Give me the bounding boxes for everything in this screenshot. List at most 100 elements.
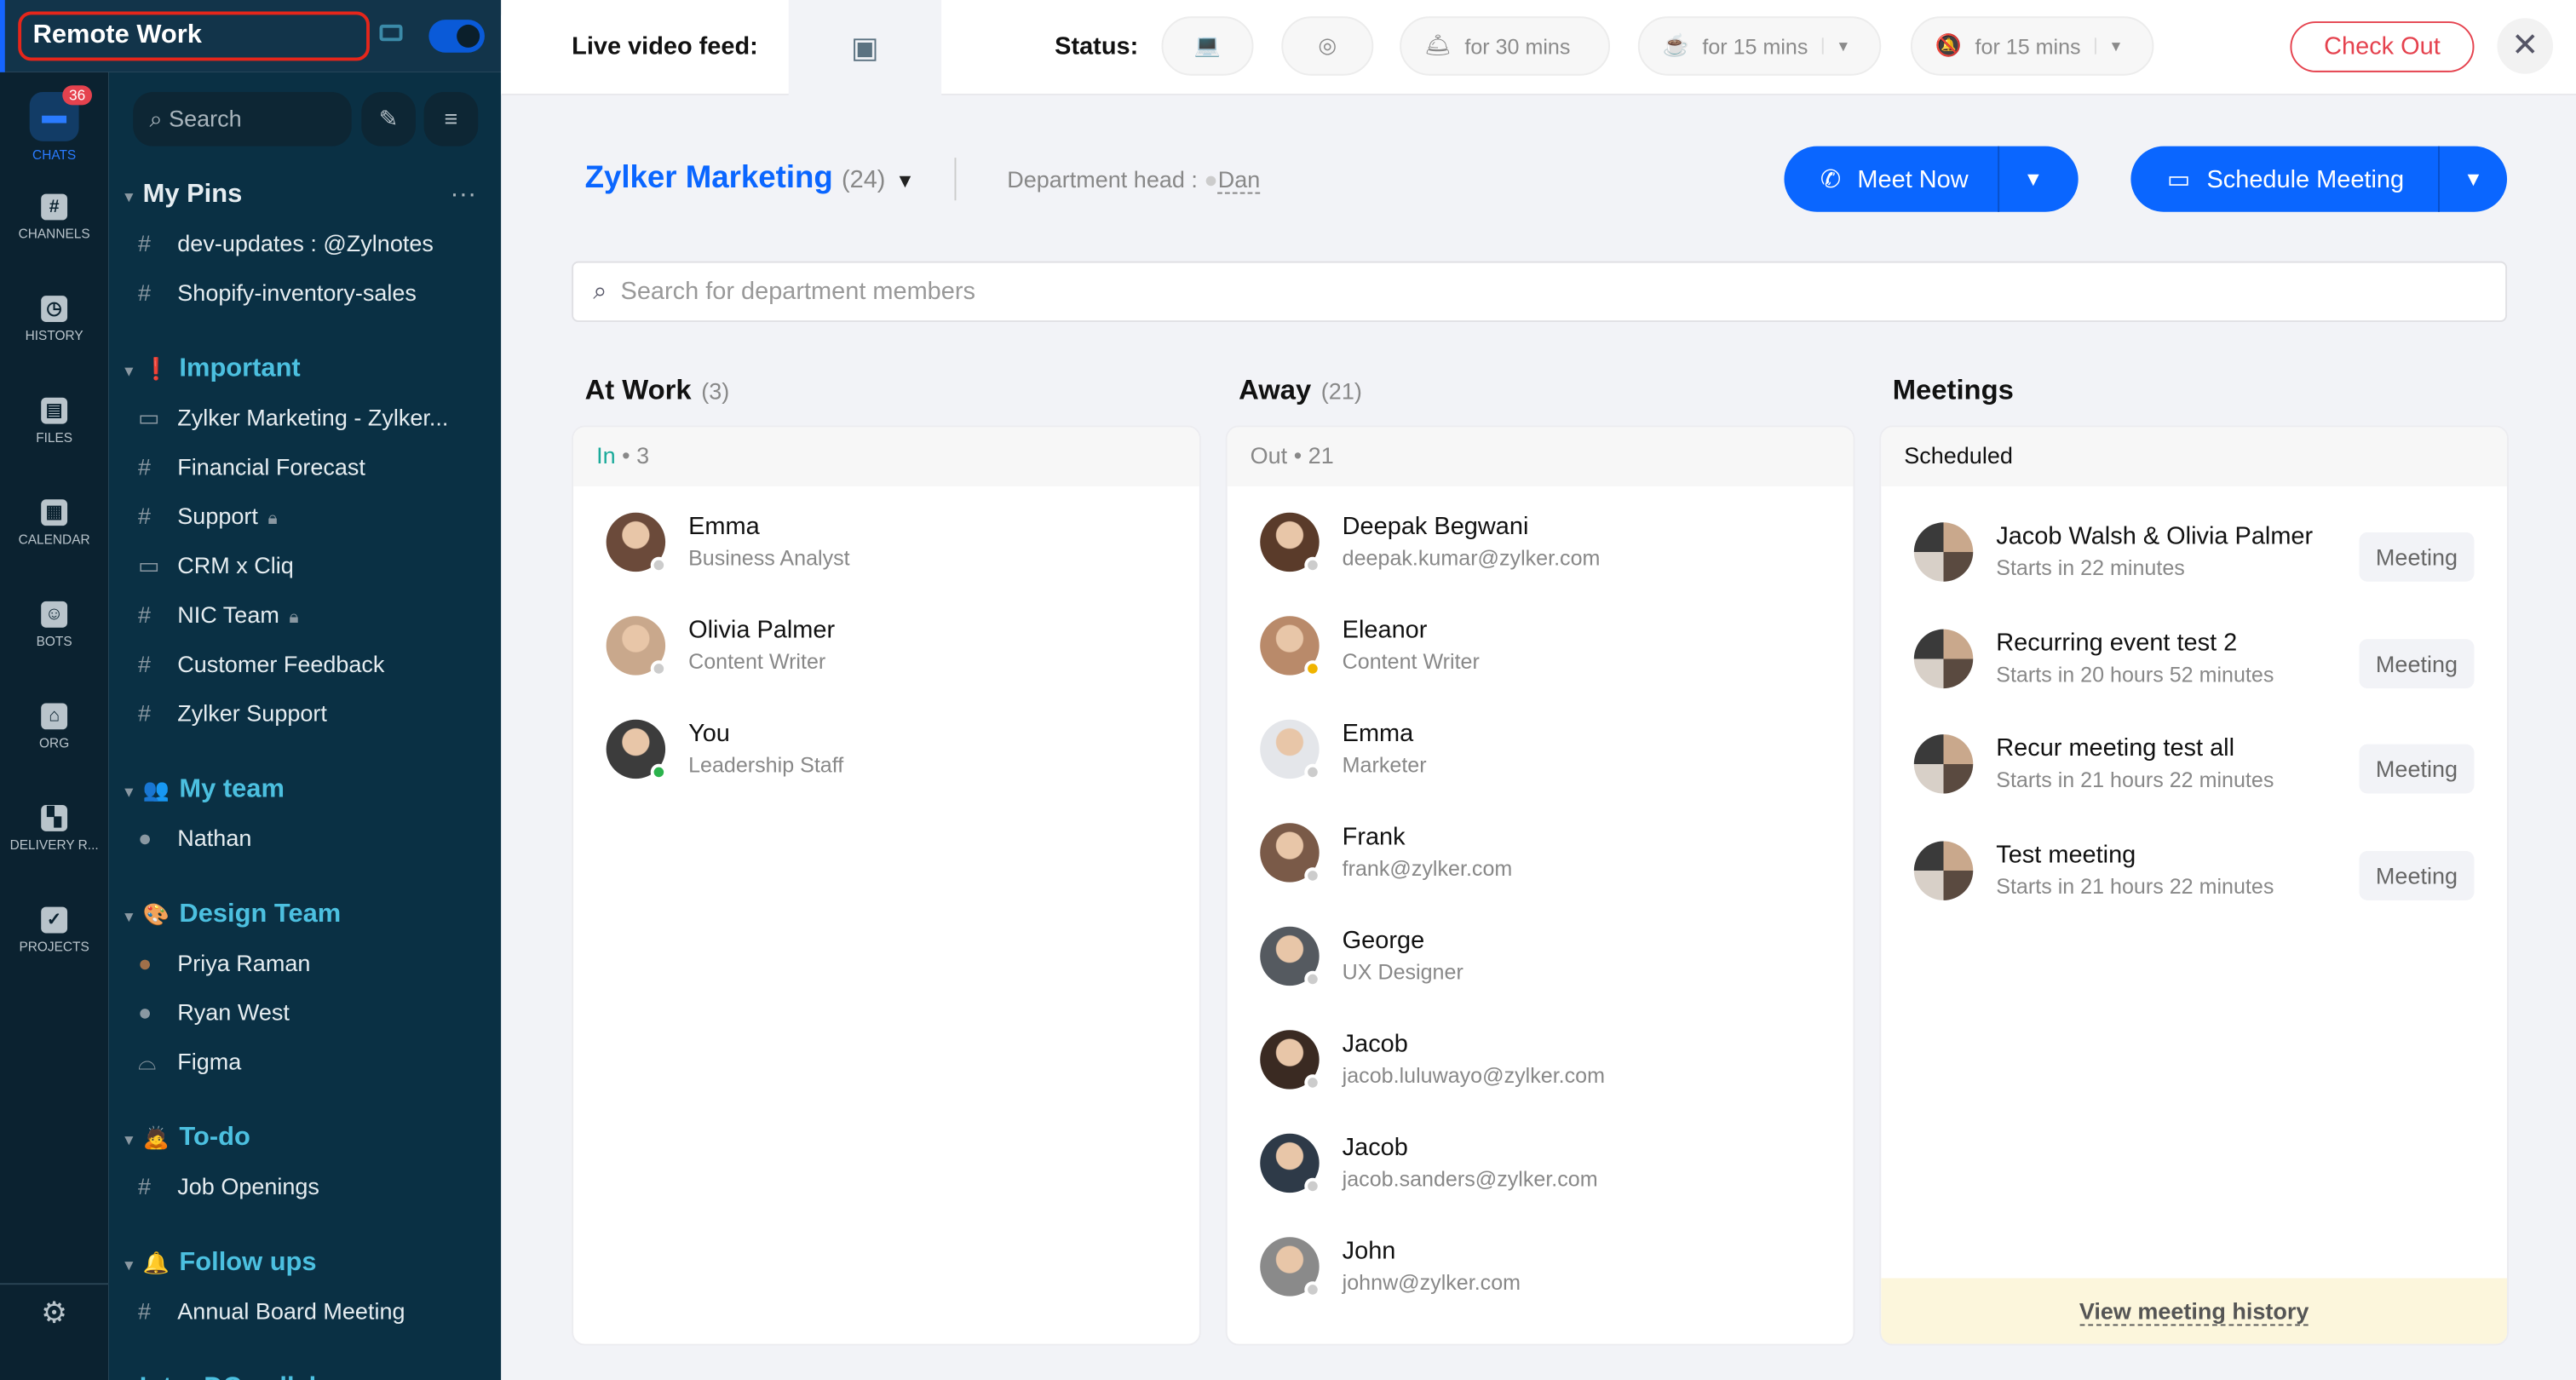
- unread-badge: 36: [62, 85, 93, 106]
- video-camera-icon[interactable]: ▣: [788, 0, 942, 95]
- sidebar-item[interactable]: ● Ryan West: [138, 998, 290, 1026]
- close-icon[interactable]: ✕: [2497, 18, 2554, 74]
- hash-icon: #: [138, 279, 152, 306]
- rail-item-channels[interactable]: # CHANNELS: [0, 193, 108, 242]
- avatar: [1260, 1030, 1321, 1091]
- meeting-row[interactable]: Recurring event test 2 Starts in 20 hours…: [1913, 628, 2274, 688]
- avatar: [1260, 616, 1321, 677]
- status-dot: ●: [138, 998, 152, 1026]
- meet-now-dropdown[interactable]: ▼: [1998, 146, 2067, 212]
- section-emoji-icon: 🔔: [142, 1250, 170, 1275]
- laptop-icon[interactable]: [379, 24, 403, 42]
- member-row[interactable]: John johnw@zylker.com: [1260, 1237, 1521, 1298]
- member-row[interactable]: You Leadership Staff: [606, 719, 843, 781]
- section-header[interactable]: ▼ 👥 My team: [121, 775, 285, 804]
- status-coffee[interactable]: ☕ for 15 mins ▼: [1637, 16, 1882, 76]
- gear-icon[interactable]: ⚙: [41, 1296, 68, 1330]
- rail-item-chats[interactable]: ▬ CHATS 36: [0, 85, 108, 163]
- caret-down-icon: ▼: [121, 783, 136, 801]
- status-bell[interactable]: 🛎 for 30 mins: [1400, 16, 1611, 76]
- section-header[interactable]: ▼ ❗ Important: [121, 354, 301, 383]
- section-header[interactable]: ▼ 🙇 To-do: [121, 1124, 250, 1152]
- sidebar-search[interactable]: ⌕ Search: [133, 92, 352, 147]
- file-icon: ▤: [41, 397, 68, 424]
- member-detail: frank@zylker.com: [1342, 855, 1513, 881]
- presence-dot: [1304, 867, 1321, 884]
- rail-item-delivery-r-[interactable]: ▚ DELIVERY R...: [0, 805, 108, 853]
- section-emoji-icon: ❗: [142, 356, 170, 382]
- department-head-link[interactable]: Dan: [1217, 165, 1261, 194]
- check-out-button[interactable]: Check Out: [2290, 21, 2475, 72]
- status-target[interactable]: ◎: [1281, 16, 1374, 76]
- member-row[interactable]: Emma Marketer: [1260, 719, 1427, 781]
- member-row[interactable]: Olivia Palmer Content Writer: [606, 616, 835, 677]
- member-row[interactable]: Eleanor Content Writer: [1260, 616, 1480, 677]
- presence-dot: [650, 556, 668, 574]
- member-row[interactable]: Jacob jacob.sanders@zylker.com: [1260, 1133, 1598, 1195]
- sidebar-item[interactable]: ▭ Zylker Marketing - Zylker...: [138, 404, 449, 431]
- section-header[interactable]: ▼ My Pins: [121, 181, 243, 209]
- avatar: [1260, 1133, 1321, 1195]
- meeting-row[interactable]: Recur meeting test all Starts in 21 hours…: [1913, 734, 2274, 794]
- caret-down-icon[interactable]: ▼: [2094, 37, 2124, 55]
- sidebar-item[interactable]: # Customer Feedback: [138, 650, 385, 677]
- new-chat-icon[interactable]: ✎: [361, 92, 416, 147]
- remote-work-toggle[interactable]: [428, 20, 485, 53]
- meeting-tag: Meeting: [2359, 532, 2475, 582]
- status-mute[interactable]: 🔕 for 15 mins ▼: [1910, 16, 2154, 76]
- rail-item-files[interactable]: ▤ FILES: [0, 397, 108, 446]
- meeting-row[interactable]: Jacob Walsh & Olivia Palmer Starts in 22 …: [1913, 522, 2313, 582]
- member-detail: deepak.kumar@zylker.com: [1342, 545, 1601, 571]
- section-header[interactable]: ▼ 🎨 Design Team: [121, 900, 342, 929]
- more-icon[interactable]: ···: [450, 181, 477, 209]
- meeting-title: Recurring event test 2: [1996, 628, 2238, 657]
- away-card[interactable]: Out • 21 Deepak Begwani deepak.kumar@zylk…: [1225, 425, 1855, 1346]
- member-row[interactable]: Emma Business Analyst: [606, 512, 850, 574]
- sidebar-item[interactable]: # NIC Team 🔒︎: [138, 601, 299, 628]
- member-name: Emma: [1342, 719, 1414, 748]
- sidebar-item[interactable]: # dev-updates : @Zylnotes: [138, 230, 434, 256]
- chat-icon: ▭: [138, 404, 160, 431]
- sidebar-item[interactable]: # Shopify-inventory-sales: [138, 279, 417, 306]
- member-row[interactable]: Jacob jacob.luluwayo@zylker.com: [1260, 1030, 1605, 1091]
- avatar: [606, 512, 668, 574]
- sidebar-item[interactable]: ● Nathan: [138, 825, 252, 852]
- meeting-row[interactable]: Test meeting Starts in 21 hours 22 minute…: [1913, 840, 2274, 900]
- meetings-heading: Meetings: [1892, 374, 2014, 406]
- sidebar-item[interactable]: # Support 🔒︎: [138, 503, 278, 530]
- meet-now-button[interactable]: ✆ Meet Now ▼: [1784, 146, 2079, 212]
- member-row[interactable]: Deepak Begwani deepak.kumar@zylker.com: [1260, 512, 1601, 574]
- workspace-name[interactable]: Remote Work: [18, 11, 370, 61]
- presence-dot: [1304, 763, 1321, 781]
- sidebar-item[interactable]: ● Priya Raman: [138, 949, 311, 976]
- workspace-header: Remote Work: [0, 0, 502, 72]
- member-search-input[interactable]: ⌕ Search for department members: [572, 261, 2508, 323]
- filter-icon[interactable]: ≡: [423, 92, 479, 147]
- avatar: [1260, 1237, 1321, 1298]
- sidebar-item[interactable]: # Financial Forecast: [138, 453, 365, 480]
- member-name: Emma: [688, 512, 760, 541]
- sidebar-item[interactable]: # Zylker Support: [138, 699, 327, 727]
- sidebar-item[interactable]: ▭ CRM x Cliq: [138, 552, 294, 578]
- department-selector[interactable]: Zylker Marketing (24) ▼: [584, 161, 915, 196]
- member-detail: johnw@zylker.com: [1342, 1269, 1521, 1295]
- rail-item-projects[interactable]: ✓ PROJECTS: [0, 906, 108, 955]
- at-work-heading: At Work (3): [584, 374, 730, 406]
- rail-item-calendar[interactable]: ▦ CALENDAR: [0, 499, 108, 547]
- sidebar-item[interactable]: ⌓ Figma: [138, 1048, 242, 1075]
- section-header[interactable]: ▶Inter DC collab: [122, 1373, 325, 1380]
- view-meeting-history-link[interactable]: View meeting history: [1881, 1278, 2508, 1344]
- meeting-time: Starts in 21 hours 22 minutes: [1996, 873, 2274, 898]
- sidebar-item[interactable]: # Job Openings: [138, 1173, 319, 1199]
- caret-down-icon[interactable]: ▼: [1820, 37, 1850, 55]
- schedule-dropdown[interactable]: ▼: [2438, 146, 2507, 212]
- rail-item-history[interactable]: ◷ HISTORY: [0, 296, 108, 343]
- rail-item-bots[interactable]: ☺ BOTS: [0, 601, 108, 649]
- section-header[interactable]: ▼ 🔔 Follow ups: [121, 1248, 317, 1277]
- member-row[interactable]: George UX Designer: [1260, 926, 1463, 988]
- status-laptop[interactable]: 💻: [1161, 16, 1254, 76]
- schedule-meeting-button[interactable]: ▭ Schedule Meeting ▼: [2130, 146, 2508, 212]
- sidebar-item[interactable]: # Annual Board Meeting: [138, 1297, 405, 1325]
- rail-item-org[interactable]: ⌂ ORG: [0, 703, 108, 750]
- member-row[interactable]: Frank frank@zylker.com: [1260, 823, 1513, 884]
